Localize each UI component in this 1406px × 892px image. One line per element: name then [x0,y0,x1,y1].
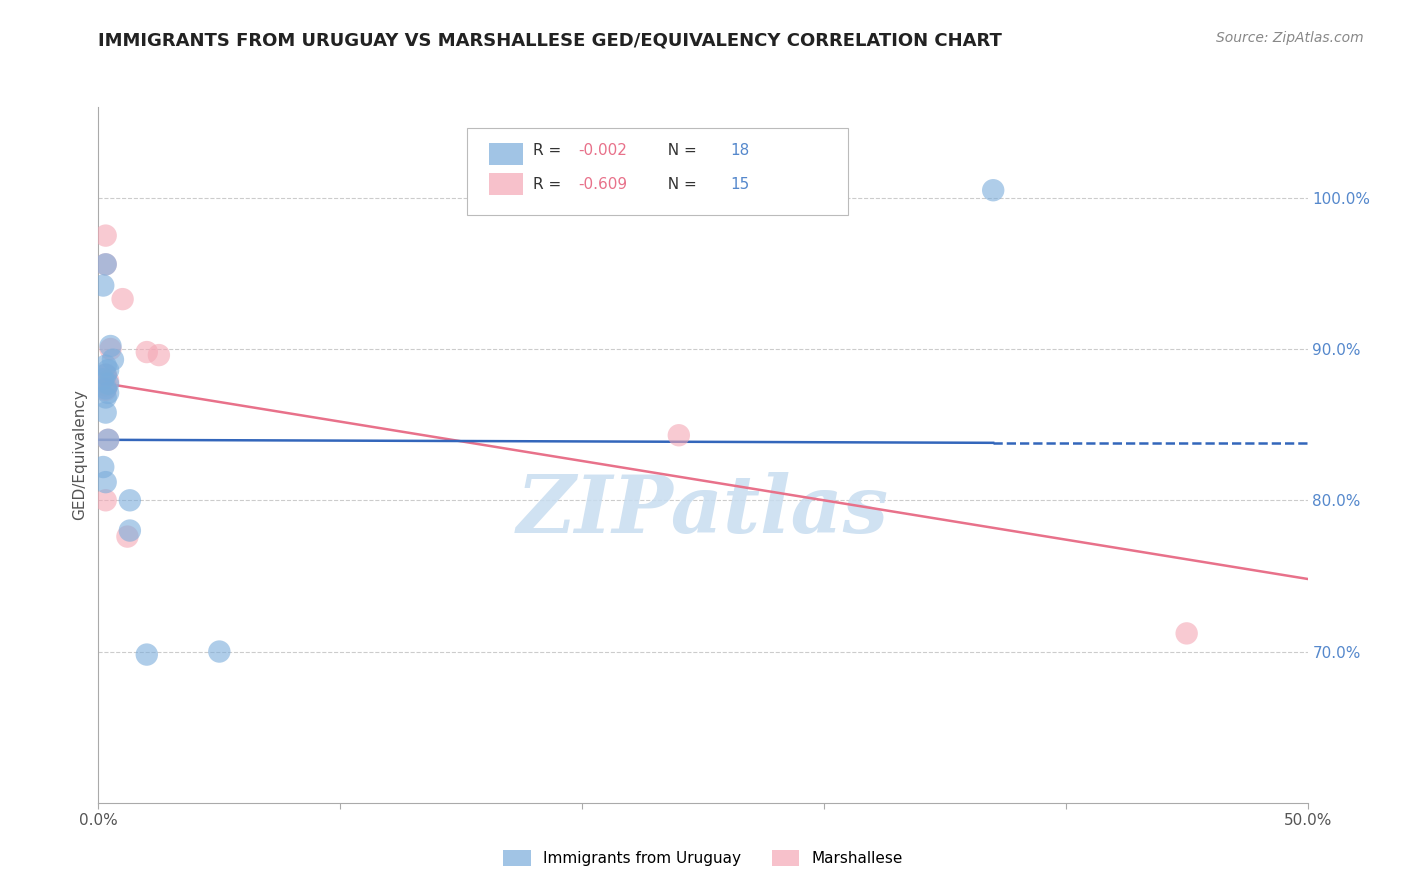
Text: R =: R = [533,177,565,192]
Legend: Immigrants from Uruguay, Marshallese: Immigrants from Uruguay, Marshallese [494,841,912,875]
Point [135,345,157,359]
FancyBboxPatch shape [489,143,523,165]
Text: -0.609: -0.609 [578,177,627,192]
Point [97,433,120,447]
Point [97,385,120,400]
Point [94,228,117,243]
Point [94,381,117,395]
Point [94,493,117,508]
Point [94,383,117,397]
Point [101,352,124,367]
Text: 18: 18 [731,144,749,159]
Y-axis label: GED/Equivalency: GED/Equivalency [72,390,87,520]
Point [118,493,141,508]
Point [94,391,117,405]
Point [117,530,139,544]
Point [208,644,231,658]
Point [91,278,114,293]
Point [94,257,117,271]
Text: N =: N = [658,144,702,159]
Point [100,342,122,356]
Point [94,475,117,490]
Text: Source: ZipAtlas.com: Source: ZipAtlas.com [1216,31,1364,45]
FancyBboxPatch shape [467,128,848,215]
Point [111,292,134,306]
Point [91,372,114,386]
Point [668,428,690,442]
Point [118,524,141,538]
Point [97,376,120,391]
Point [91,460,114,475]
Text: 15: 15 [731,177,749,192]
Point [94,368,117,382]
Point [97,363,120,377]
Point [97,433,120,447]
Text: ZIPatlas: ZIPatlas [517,472,889,549]
Text: R =: R = [533,144,565,159]
Point [135,648,157,662]
Point [94,359,117,373]
Text: N =: N = [658,177,702,192]
Point [1175,626,1198,640]
FancyBboxPatch shape [489,173,523,195]
Text: -0.002: -0.002 [578,144,627,159]
Point [97,374,120,388]
Point [148,348,170,362]
Point [94,378,117,392]
Point [100,339,122,353]
Point [94,406,117,420]
Point [94,368,117,382]
Point [981,183,1004,197]
Text: IMMIGRANTS FROM URUGUAY VS MARSHALLESE GED/EQUIVALENCY CORRELATION CHART: IMMIGRANTS FROM URUGUAY VS MARSHALLESE G… [98,31,1002,49]
Point [94,257,117,271]
